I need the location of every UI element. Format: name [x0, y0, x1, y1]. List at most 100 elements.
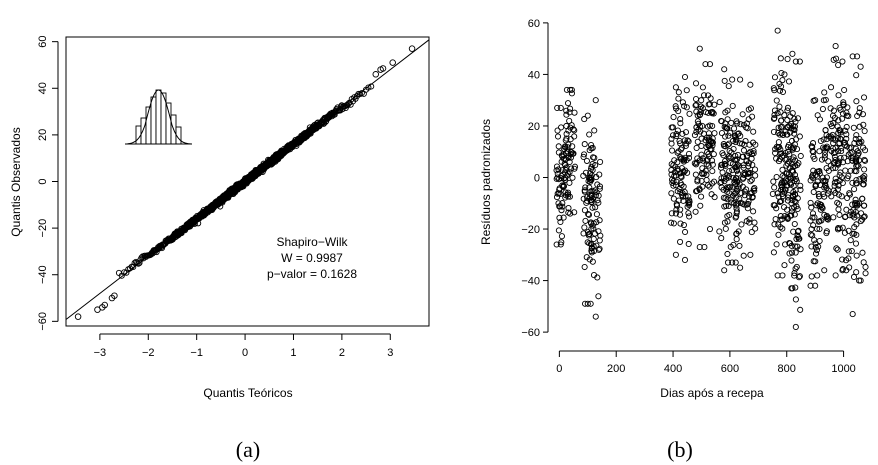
residual-point: [809, 214, 816, 221]
residual-point: [726, 168, 733, 175]
residual-point: [791, 191, 798, 198]
residual-point: [811, 237, 818, 244]
residual-point: [691, 132, 698, 139]
residual-point: [857, 218, 864, 225]
residual-point: [791, 115, 798, 122]
residual-point: [841, 142, 848, 149]
residual-point: [823, 184, 830, 192]
residual-point: [750, 150, 757, 157]
residual-point: [707, 95, 714, 102]
residual-point: [596, 185, 603, 192]
residual-point: [676, 211, 684, 218]
residual-point: [775, 231, 782, 238]
residual-point: [673, 206, 680, 213]
qq-y-axis-title: Quantis Observados: [9, 127, 23, 236]
qq-x-axis: −3 −2 −1 0 1 2 3: [94, 333, 393, 359]
residual-point: [792, 249, 799, 256]
residual-point: [693, 188, 700, 195]
residual-point: [581, 300, 589, 307]
residual-point: [684, 203, 691, 210]
residual-point: [727, 154, 734, 161]
residual-point: [557, 104, 564, 111]
residual-point: [737, 199, 744, 206]
residual-point: [679, 130, 686, 137]
qq-y-tick-label: −20: [37, 219, 49, 238]
residual-point: [779, 77, 786, 84]
residual-point: [818, 201, 825, 209]
residual-point: [584, 229, 592, 236]
residual-point: [596, 245, 603, 252]
qq-x-tick-label: −2: [142, 347, 155, 359]
residual-point: [860, 175, 867, 182]
residual-point: [774, 27, 781, 34]
residual-point: [590, 272, 598, 279]
residual-point: [680, 156, 687, 163]
residual-points: [553, 27, 869, 331]
residual-point: [789, 197, 796, 204]
residual-point: [854, 151, 861, 158]
qq-plot-panel: −3 −2 −1 0 1 2 3 −60 −40 −20 0 20 40 60 Shapiro−Wilk…: [9, 36, 430, 462]
residual-point: [585, 211, 593, 218]
residual-point: [836, 211, 843, 218]
residual-point: [708, 109, 715, 116]
residual-point: [856, 109, 863, 116]
residual-point: [784, 107, 791, 114]
residual-point: [784, 56, 791, 63]
residual-point: [674, 127, 681, 134]
residual-point: [781, 186, 788, 193]
residual-point: [813, 246, 821, 254]
residual-point: [672, 103, 679, 110]
residual-point: [732, 259, 739, 266]
residual-point: [810, 222, 817, 229]
residual-point: [827, 84, 835, 91]
residual-point: [814, 272, 821, 279]
residual-point: [835, 117, 842, 124]
residual-point: [794, 232, 801, 239]
residual-point: [838, 193, 845, 200]
residual-point: [724, 196, 731, 203]
residual-point: [809, 144, 816, 151]
residual-point: [677, 116, 684, 123]
residual-point: [796, 273, 803, 280]
residual-point: [751, 166, 759, 173]
residuals-y-tick-label: 60: [528, 18, 540, 30]
residual-point: [678, 165, 685, 172]
residual-point: [685, 138, 692, 145]
residual-point: [685, 240, 692, 248]
residuals-x-tick-label: 1000: [831, 363, 855, 375]
residual-point: [771, 87, 778, 94]
residual-point: [819, 105, 826, 113]
residual-point: [589, 204, 596, 211]
residual-point: [852, 157, 859, 164]
residual-point: [785, 78, 793, 85]
residual-point: [862, 270, 869, 277]
residual-point: [721, 160, 728, 167]
residual-point: [718, 235, 725, 242]
residual-point: [750, 208, 757, 215]
qq-x-tick-label: 3: [387, 347, 393, 359]
residual-point: [702, 167, 709, 174]
residual-point: [852, 208, 859, 215]
residual-point: [832, 149, 839, 156]
residual-point: [745, 160, 752, 167]
residual-point: [788, 212, 795, 219]
residual-point: [706, 122, 713, 129]
residual-point: [821, 89, 828, 96]
residual-point: [861, 128, 868, 135]
residual-point: [590, 247, 598, 255]
residual-point: [733, 137, 740, 144]
residual-point: [706, 61, 714, 68]
residual-point: [674, 166, 681, 173]
residual-point: [830, 187, 837, 194]
residual-point: [827, 133, 834, 140]
residual-point: [794, 115, 802, 122]
residual-point: [708, 191, 715, 198]
residual-point: [591, 154, 598, 161]
residual-point: [856, 123, 863, 130]
residual-point: [808, 273, 815, 280]
residual-point: [778, 69, 785, 77]
residual-point: [728, 119, 735, 126]
residual-point: [724, 259, 732, 266]
residual-point: [751, 219, 758, 226]
residual-point: [747, 251, 754, 258]
